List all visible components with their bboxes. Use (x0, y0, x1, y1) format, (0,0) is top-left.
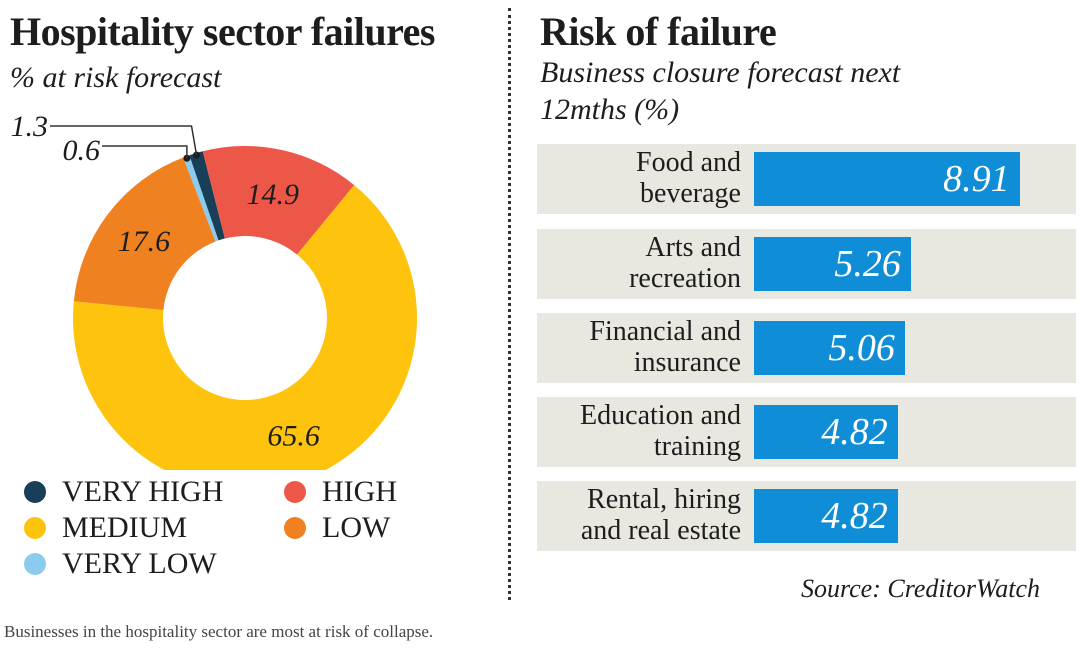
donut-value-label-very-low: 0.6 (63, 134, 101, 167)
legend-label-medium: MEDIUM (62, 511, 187, 544)
bar-category-line-financial-and-insurance-1: Financial and (589, 316, 741, 347)
legend-item-high: HIGH (284, 474, 397, 510)
legend-swatch-low (284, 517, 306, 539)
bar-value-label-education-and-training: 4.82 (821, 411, 888, 453)
leader-dot-very-high (193, 151, 201, 159)
bar-value-label-financial-and-insurance: 5.06 (828, 327, 895, 369)
bar-arts-and-recreation (754, 237, 911, 291)
bar-category-line-arts-and-recreation-1: Arts and (645, 232, 741, 263)
donut-value-label-medium: 65.6 (267, 419, 320, 452)
bar-category-label-financial-and-insurance: Financial and insurance (537, 316, 741, 379)
legend-label-very-high: VERY HIGH (62, 475, 224, 508)
bar-chart-subtitle: Business closure forecast next 12mths (%… (540, 56, 901, 126)
bar-category-line-rental-hiring-and-real-estate-2: and real estate (580, 514, 741, 546)
bar-row-arts-and-recreation: Arts and recreation 5.26 (537, 229, 1076, 299)
legend-item-very-low: VERY LOW (24, 546, 217, 582)
bar-category-label-rental-hiring-and-real-estate: Rental, hiring and real estate (537, 484, 741, 547)
legend-item-very-high: VERY HIGH (24, 474, 223, 510)
source-note: Source: CreditorWatch (800, 574, 1040, 603)
legend-label-high: HIGH (322, 475, 397, 508)
donut-slice-very-high (189, 151, 225, 241)
legend-swatch-very-high (24, 481, 46, 503)
legend-label-low: LOW (322, 511, 391, 544)
donut-slice-high (202, 146, 355, 255)
bar-rental-hiring-and-real-estate (754, 489, 898, 543)
bar-category-line-rental-hiring-and-real-estate-1: Rental, hiring (587, 484, 741, 515)
bar-category-line-education-and-training-2: training (653, 430, 741, 462)
donut-value-label-low: 17.6 (118, 225, 171, 258)
bar-category-line-food-and-beverage-1: Food and (636, 147, 741, 178)
dotted-divider (508, 8, 511, 600)
leader-dot-very-low (183, 154, 191, 162)
legend-item-low: LOW (284, 510, 390, 546)
bar-category-label-food-and-beverage: Food and beverage (537, 147, 741, 210)
bar-chart-title: Risk of failure (540, 9, 777, 54)
bar-value-label-rental-hiring-and-real-estate: 4.82 (821, 495, 888, 537)
bar-financial-and-insurance (754, 321, 905, 375)
donut-slice-very-low (183, 155, 219, 242)
donut-slice-low (73, 157, 216, 311)
bar-row-rental-hiring-and-real-estate: Rental, hiring and real estate 4.82 (537, 481, 1076, 551)
bar-category-line-arts-and-recreation-2: recreation (629, 262, 741, 294)
legend-swatch-medium (24, 517, 46, 539)
bar-category-line-education-and-training-1: Education and (580, 400, 741, 431)
donut-chart: 1.3 14.9 65.6 17.6 0.6 (11, 110, 417, 470)
donut-chart-title: Hospitality sector failures (10, 9, 435, 54)
legend-swatch-high (284, 481, 306, 503)
donut-value-label-very-high: 1.3 (11, 110, 49, 143)
legend-swatch-very-low (24, 553, 46, 575)
donut-legend: VERY HIGH HIGH MEDIUM LOW VERY LOW (24, 474, 464, 586)
bar-category-line-food-and-beverage-2: beverage (639, 177, 741, 209)
legend-item-medium: MEDIUM (24, 510, 187, 546)
leader-line-very-low (102, 145, 188, 159)
bar-value-label-food-and-beverage: 8.91 (943, 158, 1010, 200)
bar-value-label-arts-and-recreation: 5.26 (834, 243, 901, 285)
bar-food-and-beverage (754, 152, 1020, 206)
legend-label-very-low: VERY LOW (62, 547, 217, 580)
image-caption: Businesses in the hospitality sector are… (4, 622, 434, 641)
bar-row-education-and-training: Education and training 4.82 (537, 397, 1076, 467)
bar-category-label-arts-and-recreation: Arts and recreation (537, 232, 741, 295)
bar-row-food-and-beverage: Food and beverage 8.91 (537, 144, 1076, 214)
bar-row-financial-and-insurance: Financial and insurance 5.06 (537, 313, 1076, 383)
donut-chart-subtitle: % at risk forecast (10, 61, 222, 94)
leader-line-very-high (50, 125, 198, 156)
bar-category-label-education-and-training: Education and training (537, 400, 741, 463)
bar-category-line-financial-and-insurance-2: insurance (633, 346, 741, 378)
bar-education-and-training (754, 405, 898, 459)
donut-slice-medium (73, 185, 417, 470)
donut-value-label-high: 14.9 (246, 178, 299, 211)
